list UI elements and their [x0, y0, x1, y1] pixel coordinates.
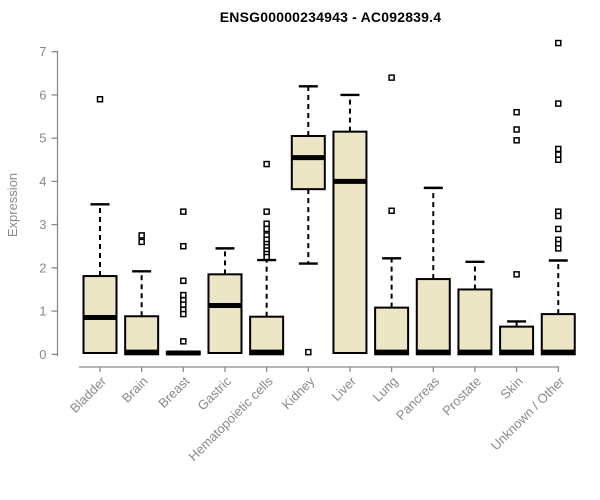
- x-tick-label-breast: Breast: [155, 373, 192, 410]
- box-liver: [332, 130, 368, 355]
- x-tick-label-gastric: Gastric: [194, 373, 234, 413]
- outlier-breast-7: [180, 310, 187, 318]
- outlier-skin-2: [513, 137, 520, 144]
- outlier-breast-3: [180, 291, 187, 299]
- outlier-brain-1: [138, 238, 145, 246]
- box-prostate: [457, 288, 493, 356]
- chart-title: ENSG00000234943 - AC092839.4: [219, 9, 442, 25]
- outlier-breast-8: [180, 338, 187, 345]
- box-brain: [124, 315, 160, 356]
- x-tick-label-kidney: Kidney: [279, 373, 318, 412]
- box-lung: [374, 306, 410, 356]
- outlier-hematopoietic-cells-1: [263, 208, 270, 215]
- outlier-unknown-other-10: [555, 245, 562, 252]
- outlier-unknown-other-4: [555, 156, 562, 164]
- outlier-unknown-other-1: [555, 100, 562, 107]
- outlier-skin-0: [513, 108, 520, 116]
- x-tick-label-unknown-other: Unknown / Other: [488, 373, 568, 453]
- box-bladder: [82, 275, 118, 355]
- y-tick-label: 6: [39, 87, 46, 102]
- box-hematopoietic-cells: [249, 315, 285, 356]
- x-tick-label-brain: Brain: [119, 374, 151, 406]
- outlier-hematopoietic-cells-10: [263, 253, 270, 261]
- y-tick-label: 5: [39, 131, 46, 146]
- outlier-breast-5: [180, 301, 187, 308]
- outlier-lung-1: [388, 207, 395, 215]
- x-tick-label-prostate: Prostate: [439, 374, 484, 419]
- y-tick-label: 4: [39, 174, 46, 189]
- x-tick-label-lung: Lung: [370, 374, 401, 405]
- outlier-hematopoietic-cells-2: [263, 220, 270, 227]
- box-kidney: [290, 134, 326, 191]
- outlier-lung-0: [388, 74, 395, 81]
- outlier-unknown-other-7: [555, 225, 562, 233]
- outlier-kidney-0: [305, 348, 312, 356]
- outlier-bladder-0: [96, 95, 104, 103]
- outlier-unknown-other-0: [555, 39, 562, 47]
- y-tick-label: 7: [39, 44, 46, 59]
- y-tick-label: 2: [39, 260, 46, 275]
- y-tick-label: 1: [39, 304, 46, 319]
- x-tick-label-skin: Skin: [497, 374, 525, 402]
- outlier-unknown-other-6: [555, 212, 562, 220]
- y-tick-label: 3: [39, 217, 46, 232]
- box-pancreas: [415, 278, 451, 356]
- outlier-skin-3: [513, 271, 520, 278]
- x-tick-label-liver: Liver: [329, 373, 360, 404]
- outlier-breast-2: [180, 277, 187, 285]
- outlier-brain-0: [138, 232, 145, 239]
- x-tick-label-pancreas: Pancreas: [393, 373, 443, 423]
- outlier-unknown-other-2: [555, 145, 562, 153]
- outlier-hematopoietic-cells-0: [263, 160, 270, 168]
- y-axis-label: Expression: [5, 172, 20, 238]
- y-tick-label: 0: [39, 347, 46, 362]
- box-gastric: [207, 273, 243, 355]
- outlier-breast-0: [180, 208, 187, 215]
- x-tick-label-bladder: Bladder: [67, 373, 110, 416]
- box-unknown-other: [540, 313, 576, 356]
- outlier-breast-1: [180, 242, 187, 250]
- outlier-unknown-other-3: [555, 151, 562, 158]
- outlier-skin-1: [513, 126, 520, 133]
- outlier-hematopoietic-cells-3: [263, 225, 270, 233]
